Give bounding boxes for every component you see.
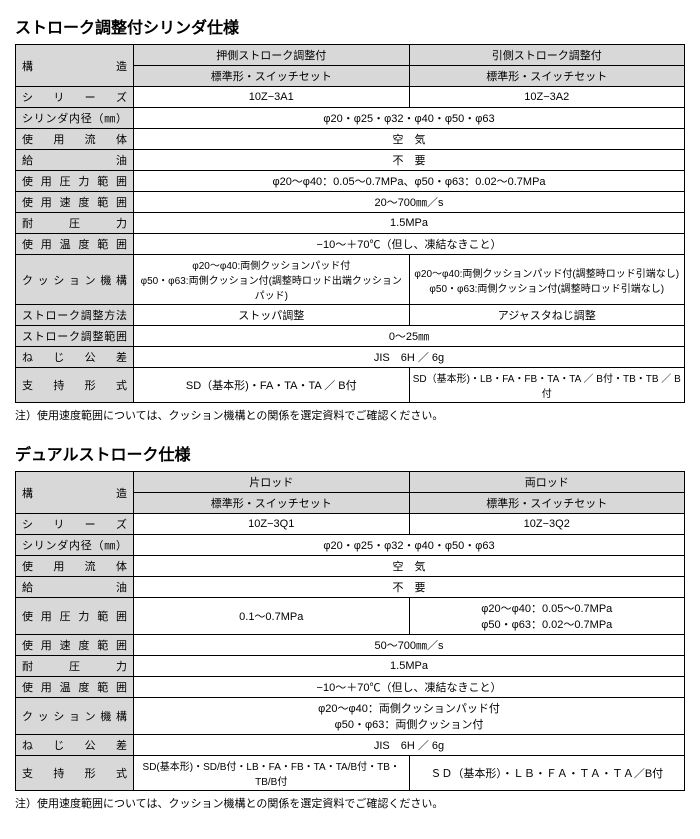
t1-bore-v: φ20・φ25・φ32・φ40・φ50・φ63	[134, 108, 685, 129]
t1-proof-l: 耐 圧 力	[16, 213, 134, 234]
t2-bore-l: シリンダ内径（㎜）	[16, 535, 134, 556]
t1-series-l: シ リ ー ズ	[16, 87, 134, 108]
t2-press-l: 使 用 圧 力 範 囲	[16, 598, 134, 635]
t2-speed-l: 使 用 速 度 範 囲	[16, 635, 134, 656]
section1-title: ストローク調整付シリンダ仕様	[15, 14, 685, 38]
t1-temp-l: 使 用 温 度 範 囲	[16, 234, 134, 255]
t2-thread-l: ね じ 公 差	[16, 735, 134, 756]
t1-col2-top: 引側ストローク調整付	[409, 45, 685, 66]
t1-speed-v: 20〜700㎜／s	[134, 192, 685, 213]
t2-mount-v2: ＳＤ（基本形）・ＬＢ・ＦＡ・ＴＡ・ＴＡ／B付	[409, 756, 685, 791]
t2-fluid-l: 使 用 流 体	[16, 556, 134, 577]
t1-mount-v1: SD（基本形)・FA・TA・TA ／ B付	[134, 368, 410, 403]
t1-thread-l: ね じ 公 差	[16, 347, 134, 368]
t1-fluid-v: 空 気	[134, 129, 685, 150]
t2-structure: 構 造	[16, 472, 134, 514]
t1-structure: 構 造	[16, 45, 134, 87]
t2-temp-l: 使 用 温 度 範 囲	[16, 677, 134, 698]
t2-mount-v1: SD(基本形)・SD/B付・LB・FA・FB・TA・TA/B付・TB・TB/B付	[134, 756, 410, 791]
t1-lube-l: 給 油	[16, 150, 134, 171]
t2-lube-v: 不 要	[134, 577, 685, 598]
t1-press-l: 使 用 圧 力 範 囲	[16, 171, 134, 192]
t1-range-v: 0〜25㎜	[134, 326, 685, 347]
t1-lube-v: 不 要	[134, 150, 685, 171]
t2-lube-l: 給 油	[16, 577, 134, 598]
t1-fluid-l: 使 用 流 体	[16, 129, 134, 150]
t2-proof-l: 耐 圧 力	[16, 656, 134, 677]
t2-fluid-v: 空 気	[134, 556, 685, 577]
t2-col1-top: 片ロッド	[134, 472, 410, 493]
t2-cushion-v: φ20〜φ40：両側クッションパッド付 φ50・φ63：両側クッション付	[134, 698, 685, 735]
t1-press-v: φ20〜φ40：0.05〜0.7MPa、φ50・φ63：0.02〜0.7MPa	[134, 171, 685, 192]
t1-adj-v1: ストッパ調整	[134, 305, 410, 326]
section2-title: デュアルストローク仕様	[15, 441, 685, 465]
t1-adj-l: ストローク調整方法	[16, 305, 134, 326]
t2-press-v1: 0.1〜0.7MPa	[134, 598, 410, 635]
t2-series-l: シ リ ー ズ	[16, 514, 134, 535]
t1-proof-v: 1.5MPa	[134, 213, 685, 234]
t2-col2-sub: 標準形・スイッチセット	[409, 493, 685, 514]
t1-speed-l: 使 用 速 度 範 囲	[16, 192, 134, 213]
t1-adj-v2: アジャスタねじ調整	[409, 305, 685, 326]
t2-speed-v: 50〜700㎜／s	[134, 635, 685, 656]
t2-note: 注）使用速度範囲については、クッション機構との関係を選定資料でご確認ください。	[15, 795, 685, 811]
spec-table-2: 構 造 片ロッド 両ロッド 標準形・スイッチセット 標準形・スイッチセット シ …	[15, 471, 685, 791]
t2-col2-top: 両ロッド	[409, 472, 685, 493]
t1-mount-l: 支 持 形 式	[16, 368, 134, 403]
t2-proof-v: 1.5MPa	[134, 656, 685, 677]
t1-col1-top: 押側ストローク調整付	[134, 45, 410, 66]
t2-bore-v: φ20・φ25・φ32・φ40・φ50・φ63	[134, 535, 685, 556]
t2-mount-l: 支 持 形 式	[16, 756, 134, 791]
t2-cushion-l: ク ッ シ ョ ン 機 構	[16, 698, 134, 735]
t1-series-v2: 10Z−3A2	[409, 87, 685, 108]
t2-col1-sub: 標準形・スイッチセット	[134, 493, 410, 514]
t1-temp-v: −10〜＋70℃（但し、凍結なきこと）	[134, 234, 685, 255]
t1-cushion-v1: φ20〜φ40:両側クッションパッド付 φ50・φ63:両側クッション付(調整時…	[134, 255, 410, 305]
t2-series-v2: 10Z−3Q2	[409, 514, 685, 535]
t2-series-v1: 10Z−3Q1	[134, 514, 410, 535]
t1-thread-v: JIS 6H ／ 6g	[134, 347, 685, 368]
t2-press-v2: φ20〜φ40：0.05〜0.7MPa φ50・φ63：0.02〜0.7MPa	[409, 598, 685, 635]
t2-temp-v: −10〜＋70℃（但し、凍結なきこと）	[134, 677, 685, 698]
t1-mount-v2: SD（基本形)・LB・FA・FB・TA・TA ／ B付・TB・TB ／ B付	[409, 368, 685, 403]
t1-col1-sub: 標準形・スイッチセット	[134, 66, 410, 87]
t1-cushion-v2: φ20〜φ40:両側クッションパッド付(調整時ロッド引端なし) φ50・φ63:…	[409, 255, 685, 305]
t1-series-v1: 10Z−3A1	[134, 87, 410, 108]
t1-range-l: ストローク調整範囲	[16, 326, 134, 347]
t1-bore-l: シリンダ内径（㎜）	[16, 108, 134, 129]
spec-table-1: 構 造 押側ストローク調整付 引側ストローク調整付 標準形・スイッチセット 標準…	[15, 44, 685, 403]
t1-note: 注）使用速度範囲については、クッション機構との関係を選定資料でご確認ください。	[15, 407, 685, 423]
t2-thread-v: JIS 6H ／ 6g	[134, 735, 685, 756]
t1-cushion-l: ク ッ シ ョ ン 機 構	[16, 255, 134, 305]
t1-col2-sub: 標準形・スイッチセット	[409, 66, 685, 87]
